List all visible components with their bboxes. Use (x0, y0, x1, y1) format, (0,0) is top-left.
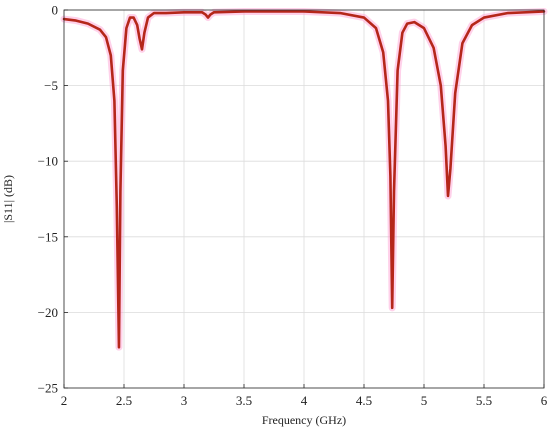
x-tick-label: 4 (301, 393, 308, 408)
x-tick-label: 4.5 (356, 393, 372, 408)
y-tick-label: −10 (38, 154, 58, 169)
y-tick-label: −15 (38, 229, 58, 244)
series-layer (60, 8, 548, 351)
y-tick-label: −25 (38, 381, 58, 396)
series-line (62, 10, 546, 349)
y-tick-label: −5 (44, 78, 58, 93)
x-tick-label: 3 (181, 393, 188, 408)
x-axis-ticks: 2 2.5 3 3.5 4 4.5 5 5.5 6 (61, 384, 548, 408)
x-tick-label: 2.5 (116, 393, 132, 408)
x-tick-label: 2 (61, 393, 68, 408)
x-tick-label: 5 (421, 393, 428, 408)
x-tick-label: 6 (541, 393, 548, 408)
x-tick-label: 3.5 (236, 393, 252, 408)
x-axis-label: Frequency (GHz) (262, 413, 346, 427)
y-axis-label: |S11| (dB) (1, 175, 15, 223)
grid (64, 10, 544, 388)
y-tick-label: 0 (52, 3, 59, 18)
y-tick-label: −20 (38, 305, 58, 320)
x-tick-label: 5.5 (476, 393, 492, 408)
y-axis-ticks: 0 −5 −10 −15 −20 −25 (38, 3, 68, 396)
